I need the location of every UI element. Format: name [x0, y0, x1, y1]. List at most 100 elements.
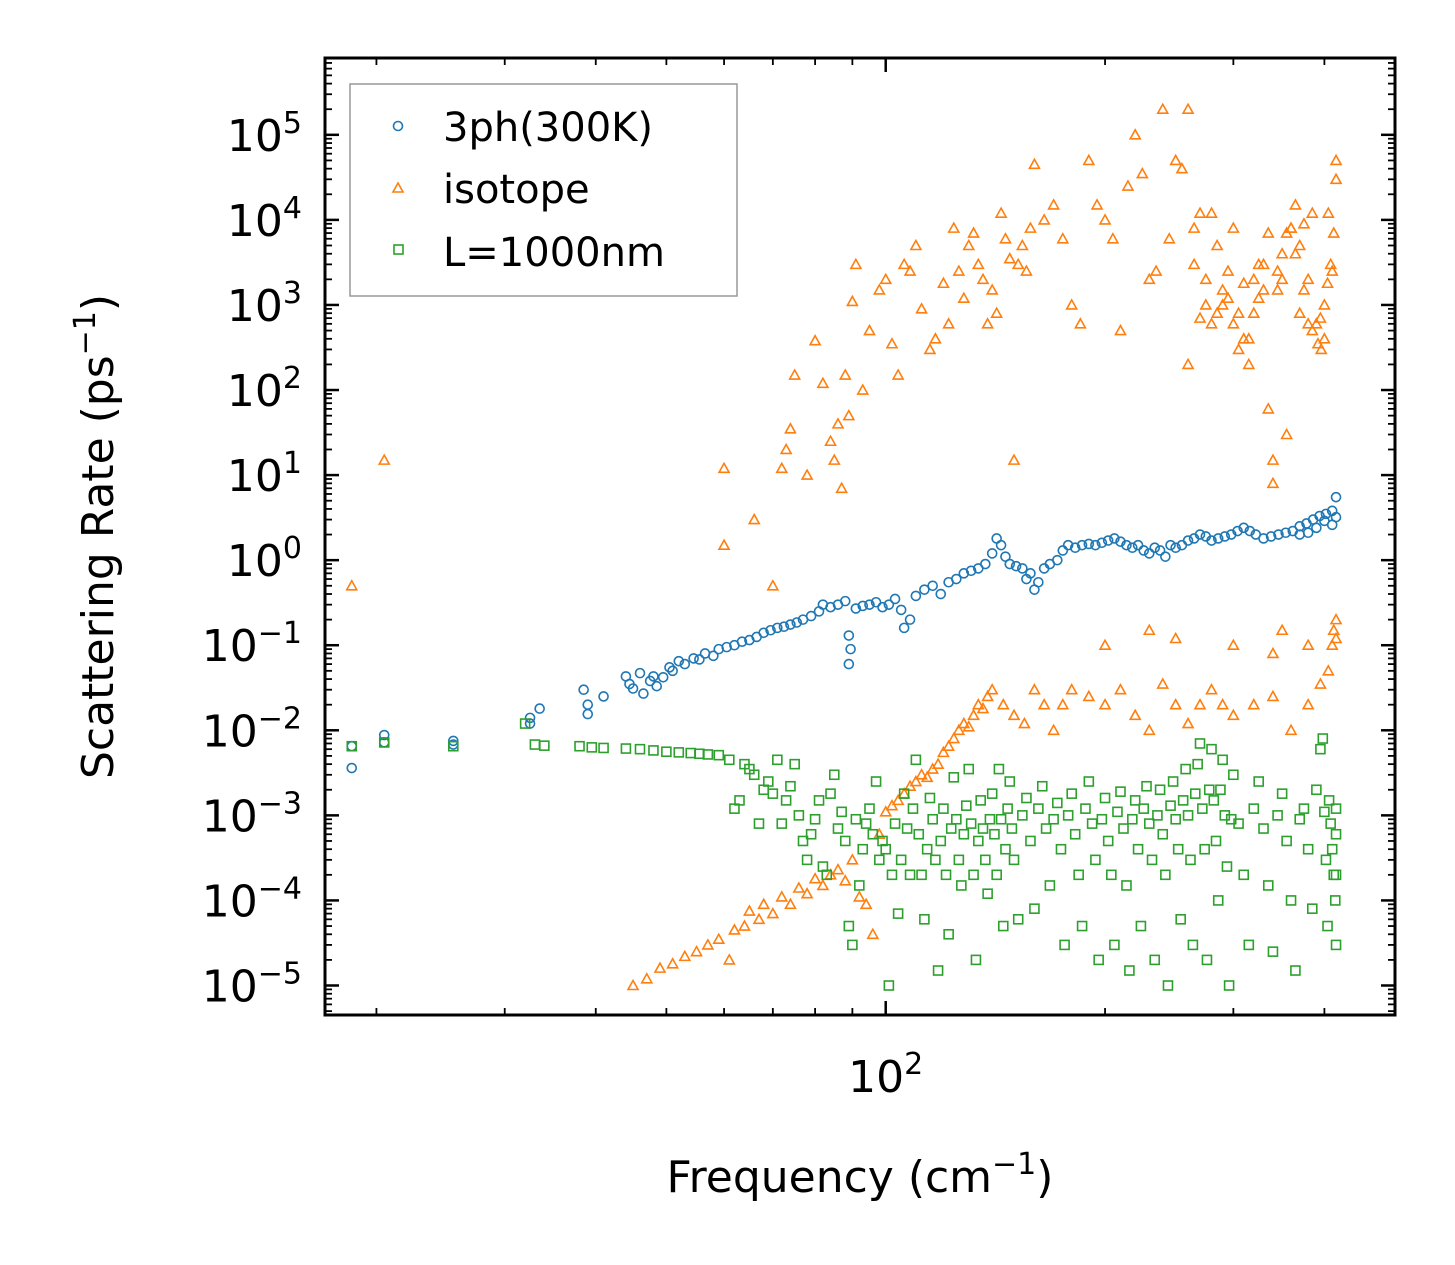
data-point — [673, 747, 685, 758]
data-point — [346, 740, 358, 752]
data-point — [1069, 828, 1081, 840]
data-point — [1281, 835, 1292, 847]
data-point — [690, 945, 703, 957]
data-point — [980, 558, 991, 570]
data-point — [1199, 843, 1210, 855]
data-point — [931, 757, 945, 769]
data-point — [975, 795, 986, 806]
data-point — [1017, 810, 1028, 821]
data-point — [982, 888, 993, 899]
data-point — [836, 806, 847, 818]
data-point — [721, 641, 732, 653]
data-point — [1010, 560, 1022, 572]
data-point — [1076, 920, 1088, 932]
data-point — [1006, 823, 1018, 834]
data-point — [895, 854, 907, 866]
data-point — [1170, 813, 1181, 825]
data-point — [1138, 803, 1150, 814]
data-point — [827, 453, 841, 465]
data-point — [915, 302, 928, 314]
y-tick-label-base: 10 — [227, 281, 283, 332]
data-point — [748, 769, 760, 781]
data-point — [1205, 683, 1218, 695]
data-point — [854, 880, 865, 891]
data-point — [989, 828, 1000, 840]
data-point — [940, 869, 952, 881]
data-point — [1127, 813, 1138, 825]
data-point — [1257, 283, 1270, 295]
data-point — [1074, 317, 1087, 329]
data-point — [1177, 795, 1189, 806]
data-point — [1305, 323, 1319, 336]
y-tick-label: 103 — [227, 276, 302, 332]
data-point — [1301, 638, 1315, 651]
data-point — [1011, 257, 1025, 270]
data-points — [345, 102, 1343, 991]
data-point — [582, 708, 594, 720]
data-point — [1020, 264, 1033, 276]
data-point — [951, 813, 962, 825]
data-point — [1121, 880, 1132, 891]
data-point — [843, 658, 855, 670]
y-axis-title: Scattering Rate (ps−1) — [68, 294, 124, 779]
data-point — [1228, 769, 1239, 781]
data-point — [1106, 232, 1120, 244]
data-point — [1025, 835, 1036, 847]
y-tick-label-exp: 4 — [283, 191, 302, 226]
data-point — [1098, 698, 1112, 710]
legend-label-boundary: L=1000nm — [443, 230, 665, 276]
data-point — [792, 881, 806, 893]
data-point — [1325, 264, 1339, 276]
data-point — [1021, 792, 1032, 804]
data-point — [999, 232, 1012, 244]
data-point — [903, 264, 917, 276]
data-point — [1055, 843, 1067, 855]
data-point — [996, 698, 1010, 710]
data-point — [1212, 533, 1224, 544]
data-point — [1325, 818, 1336, 829]
data-point — [346, 762, 358, 774]
data-point — [1261, 402, 1275, 414]
data-point — [1223, 980, 1235, 991]
data-point — [1329, 172, 1343, 185]
data-point — [835, 481, 849, 494]
data-point — [1298, 803, 1310, 814]
data-point — [1109, 939, 1120, 951]
data-point — [1293, 238, 1307, 251]
data-point — [883, 599, 895, 610]
data-point — [1156, 102, 1170, 115]
data-point — [1132, 539, 1144, 551]
data-point — [846, 853, 859, 865]
data-point — [919, 914, 930, 925]
data-point — [1007, 708, 1021, 721]
data-point — [1266, 689, 1280, 702]
data-point — [1143, 818, 1155, 829]
data-point — [1321, 276, 1334, 289]
data-point — [1102, 535, 1114, 546]
data-point — [921, 843, 933, 855]
data-point — [1247, 698, 1261, 710]
data-point — [1182, 810, 1194, 821]
data-point — [1037, 698, 1051, 710]
data-point — [785, 619, 796, 630]
data-point — [956, 880, 967, 891]
data-point — [1165, 539, 1176, 551]
data-point — [976, 701, 990, 714]
data-point — [962, 720, 976, 732]
data-point — [960, 800, 972, 811]
y-tick-label-base: 10 — [227, 196, 283, 247]
data-point — [967, 708, 980, 721]
data-point — [627, 683, 639, 694]
data-point — [1272, 810, 1283, 821]
data-point — [929, 332, 942, 344]
data-point — [598, 742, 609, 754]
data-point — [957, 291, 971, 304]
data-point — [1169, 698, 1183, 710]
data-point — [519, 718, 531, 729]
data-point — [1330, 491, 1342, 503]
data-point — [942, 739, 955, 752]
y-axis-title-text: Scattering Rate (ps — [73, 355, 124, 779]
data-point — [857, 843, 869, 855]
data-point — [1160, 551, 1171, 562]
data-point — [913, 828, 925, 840]
